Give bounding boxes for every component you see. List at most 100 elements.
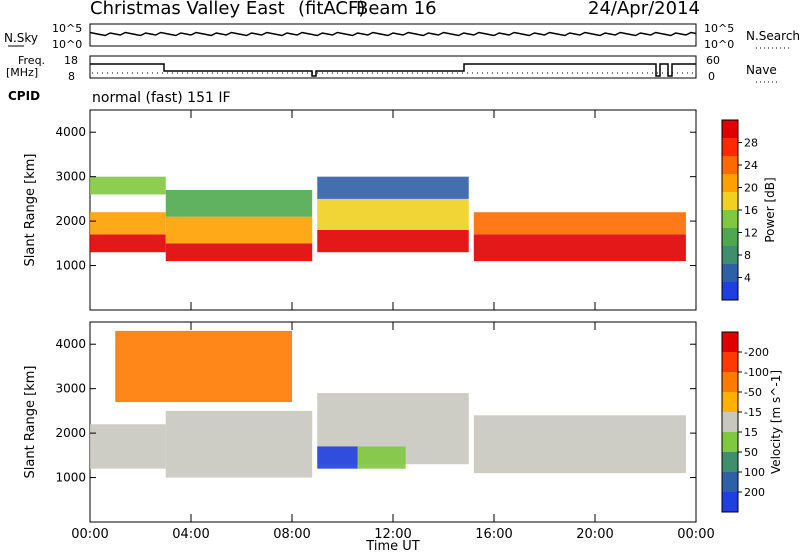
y-tick-label-1: 2000 xyxy=(55,214,86,228)
data-band-10 xyxy=(473,212,686,235)
colorbar-tick-label-0: 4 xyxy=(744,272,751,285)
x-tick-label-4: 16:00 xyxy=(475,527,512,542)
data-band-4 xyxy=(165,216,313,244)
station-title: Christmas Valley East xyxy=(90,0,285,19)
nave-tick-bottom: 0 xyxy=(708,70,715,83)
y-tick-label-3: 4000 xyxy=(55,125,86,139)
colorbar-cell-2 xyxy=(722,246,738,264)
velocity-y-ticks: 1000 2000 3000 4000 xyxy=(55,337,696,485)
velocity-cells xyxy=(90,330,686,478)
time-axis-ticks: 00:00 04:00 08:00 12:00 16:00 20:00 00:00 xyxy=(71,110,715,542)
colorbar-cell-9 xyxy=(722,120,738,138)
y-tick-label-1: 2000 xyxy=(55,426,86,440)
colorbar-tick-label-6: 28 xyxy=(744,137,758,150)
colorbar-cell-0 xyxy=(722,282,738,300)
mode-label: normal (fast) 151 IF xyxy=(92,90,231,106)
colorbar-cell-8 xyxy=(722,138,738,156)
colorbar-cell-3 xyxy=(722,432,738,452)
colorbar-tick-label-4: -15 xyxy=(744,406,762,419)
data-band-8 xyxy=(317,176,469,199)
data-band-0 xyxy=(90,234,166,253)
colorbar-cell-6 xyxy=(722,174,738,192)
x-tick-label-2: 08:00 xyxy=(273,527,310,542)
data-band-1 xyxy=(165,410,313,478)
colorbar-cell-4 xyxy=(722,210,738,228)
noise-tick-top-right: 10^5 xyxy=(704,22,734,35)
y-tick-label-2: 3000 xyxy=(55,382,86,396)
x-tick-label-0: 00:00 xyxy=(71,527,108,542)
colorbar-cell-5 xyxy=(722,192,738,210)
power-y-ticks: 1000 2000 3000 4000 xyxy=(55,125,696,273)
data-band-5 xyxy=(165,190,313,217)
colorbar-tick-label-0: 200 xyxy=(744,486,765,499)
colorbar-cell-7 xyxy=(722,156,738,174)
noise-strip xyxy=(89,23,697,47)
data-band-4 xyxy=(357,446,406,469)
colorbar-frame xyxy=(721,331,739,513)
freq-unit-label: [MHz] xyxy=(6,66,38,79)
colorbar-tick-label-4: 20 xyxy=(744,182,758,195)
velocity-colorbar: 200 100 50 15 -15 -50 -100 -200 xyxy=(721,331,769,513)
noise-tick-bottom: 10^0 xyxy=(52,38,82,51)
colorbar-cell-1 xyxy=(722,264,738,282)
power-cells xyxy=(90,176,686,262)
nave-tick-top: 60 xyxy=(706,54,720,67)
colorbar-cell-2 xyxy=(722,452,738,472)
data-band-5 xyxy=(473,415,686,474)
power-colorbar-label: Power [dB] xyxy=(763,177,777,242)
power-panel: 1000 2000 3000 4000 Slant Range [km] 4 8 12 16… xyxy=(23,109,777,311)
velocity-panel: 1000 2000 3000 4000 Slant Range [km] 200 100… xyxy=(23,321,783,523)
colorbar-tick-label-3: 16 xyxy=(744,204,758,217)
colorbar-cell-1 xyxy=(722,472,738,492)
colorbar-cell-5 xyxy=(722,392,738,412)
power-y-axis-label: Slant Range [km] xyxy=(23,154,38,267)
freq-tick-top: 18 xyxy=(64,54,78,67)
colorbar-cell-4 xyxy=(722,412,738,432)
x-tick-label-1: 04:00 xyxy=(172,527,209,542)
y-tick-label-0: 1000 xyxy=(55,471,86,485)
colorbar-tick-label-5: -50 xyxy=(744,386,762,399)
date-label: 24/Apr/2014 xyxy=(588,0,700,19)
freq-label: Freq. xyxy=(18,54,45,67)
data-band-6 xyxy=(317,230,469,253)
data-band-3 xyxy=(317,446,358,469)
colorbar-tick-label-1: 100 xyxy=(744,466,765,479)
nave-label: Nave xyxy=(746,63,777,77)
colorbar-cell-0 xyxy=(722,492,738,512)
noise-trace xyxy=(89,31,697,37)
nsky-label: N.Sky xyxy=(4,31,38,45)
data-band-9 xyxy=(473,234,686,262)
power-colorbar: 4 8 12 16 20 24 28 xyxy=(721,119,758,301)
cpid-label: CPID xyxy=(8,89,40,103)
beam-label: Beam 16 xyxy=(356,0,437,19)
velocity-colorbar-label: Velocity [m s^-1] xyxy=(769,370,783,474)
y-tick-label-0: 1000 xyxy=(55,259,86,273)
colorbar-cell-3 xyxy=(722,228,738,246)
colorbar-cell-7 xyxy=(722,352,738,372)
data-band-2 xyxy=(90,176,166,195)
velocity-y-axis-label: Slant Range [km] xyxy=(23,366,38,479)
colorbar-tick-label-1: 8 xyxy=(744,249,751,262)
x-tick-label-3: 12:00 xyxy=(374,527,411,542)
colorbar-tick-label-5: 24 xyxy=(744,159,758,172)
freq-strip xyxy=(89,55,697,79)
data-band-6 xyxy=(115,330,292,402)
colorbar-cell-6 xyxy=(722,372,738,392)
noise-tick-top: 10^5 xyxy=(52,22,82,35)
colorbar-cell-8 xyxy=(722,332,738,352)
freq-tick-bottom: 8 xyxy=(68,70,75,83)
freq-trace xyxy=(90,63,696,77)
y-tick-label-2: 3000 xyxy=(55,170,86,184)
data-band-0 xyxy=(90,424,166,469)
data-band-3 xyxy=(165,243,313,262)
data-band-7 xyxy=(317,198,469,230)
fit-label: (fitACF) xyxy=(298,0,365,19)
colorbar-tick-label-2: 50 xyxy=(744,446,758,459)
x-tick-label-6: 00:00 xyxy=(677,527,714,542)
nsearch-label: N.Search xyxy=(746,29,800,43)
colorbar-tick-label-3: 15 xyxy=(744,426,758,439)
colorbar-tick-label-6: -100 xyxy=(744,366,769,379)
colorbar-tick-label-2: 12 xyxy=(744,227,758,240)
y-tick-label-3: 4000 xyxy=(55,337,86,351)
